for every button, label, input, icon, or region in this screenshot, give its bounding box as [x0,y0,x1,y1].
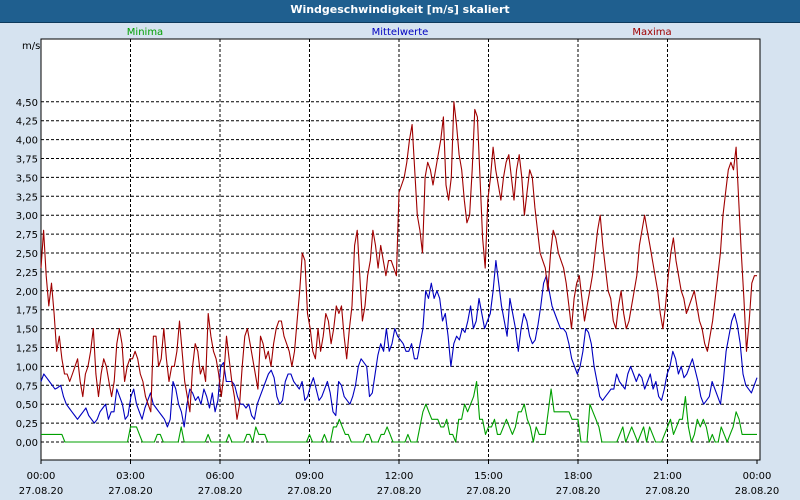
x-tick-date-label: 27.08.20 [108,486,153,497]
y-tick-label: 0,50 [16,400,38,411]
x-tick-date-label: 27.08.20 [556,486,601,497]
y-tick-label: 4,00 [16,136,38,147]
x-tick-time-label: 00:00 [743,471,772,482]
y-tick-label: 0,75 [16,381,38,392]
x-tick-time-label: 12:00 [385,471,414,482]
x-tick-time-label: 09:00 [295,471,324,482]
y-tick-label: 0,25 [16,419,38,430]
legend-maxima: Maxima [632,27,671,38]
x-tick-date-label: 27.08.20 [287,486,332,497]
plot-area [40,38,761,461]
x-tick-time-label: 21:00 [653,471,682,482]
y-axis-unit-label: m/s [22,41,40,52]
y-tick-label: 2,75 [16,230,38,241]
x-axis-ticks: 00:00 27.08.20 03:00 27.08.20 06:00 27.08.20 0… [19,460,780,497]
y-tick-label: 0,00 [16,438,38,449]
x-tick-time-label: 03:00 [116,471,145,482]
x-tick-time-label: 15:00 [474,471,503,482]
y-tick-label: 1,75 [16,306,38,317]
y-tick-label: 2,25 [16,268,38,279]
x-tick-date-label: 28.08.20 [735,486,780,497]
y-tick-label: 4,50 [16,98,38,109]
x-tick-date-label: 27.08.20 [645,486,690,497]
y-tick-label: 3,25 [16,192,38,203]
x-tick-date-label: 27.08.20 [466,486,511,497]
window-title: Windgeschwindigkeit [m/s] skaliert [290,3,510,16]
x-tick-time-label: 00:00 [27,471,56,482]
title-bar: Windgeschwindigkeit [m/s] skaliert [0,0,800,23]
series-line-minima [41,380,757,443]
y-tick-label: 2,00 [16,287,38,298]
x-tick-time-label: 06:00 [206,471,235,482]
y-tick-label: 2,50 [16,249,38,260]
y-tick-label: 1,00 [16,362,38,373]
legend-mittelwerte: Mittelwerte [372,27,429,38]
y-tick-label: 1,25 [16,344,38,355]
series-line-maxima [40,101,757,420]
x-tick-date-label: 27.08.20 [19,486,64,497]
y-axis-ticks: 0,00 0,25 0,50 0,75 1,00 1,25 1,50 1,75 2,00 2,25… [16,98,38,449]
x-tick-date-label: 27.08.20 [198,486,243,497]
series-lines [40,101,758,443]
x-tick-time-label: 18:00 [564,471,593,482]
x-tick-date-label: 27.08.20 [377,486,422,497]
y-tick-label: 3,50 [16,173,38,184]
legend-minima: Minima [127,27,163,38]
y-tick-label: 3,75 [16,155,38,166]
series-line-mittelwerte [40,260,758,428]
y-tick-label: 3,00 [16,211,38,222]
y-tick-label: 4,25 [16,117,38,128]
y-tick-label: 1,50 [16,325,38,336]
